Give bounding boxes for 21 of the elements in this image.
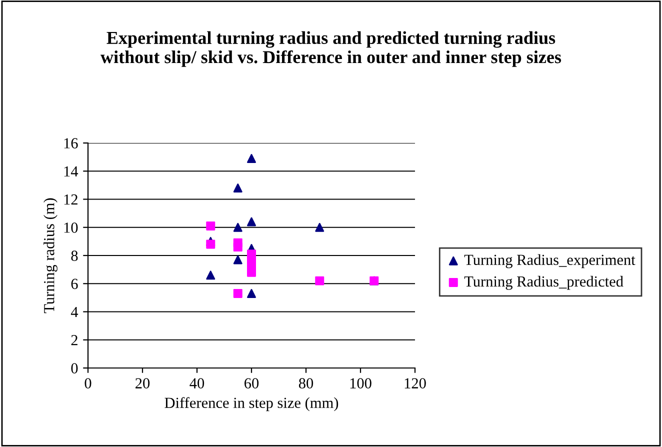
x-tick-label: 120: [404, 378, 426, 388]
legend-label: Turning Radius_predicted: [464, 276, 624, 290]
x-tick-label: 60: [244, 378, 259, 388]
y-tick-label: 6: [71, 278, 78, 290]
y-tick-label: 2: [71, 335, 78, 346]
y-tick-label: 4: [70, 306, 78, 318]
y-tick-label: 14: [64, 166, 78, 176]
x-tick-label: 20: [136, 378, 150, 388]
x-tick-label: 0: [84, 378, 92, 388]
x-tick-label: 40: [190, 378, 204, 388]
y-axis-title: Turning radius (m): [44, 198, 58, 314]
x-tick-label: 100: [350, 378, 372, 388]
y-tick-label: 8: [71, 250, 78, 261]
x-axis-title: Difference in step size (mm): [164, 397, 338, 412]
chart-title: Experimental turning radius and predicted turning radius without slip/ skid vs. Difference in outer and inner step sizes: [100, 31, 562, 67]
y-tick-label: 10: [64, 222, 78, 233]
y-tick-label: 16: [64, 138, 78, 148]
y-tick-label: 0: [71, 363, 78, 374]
y-tick-label: 12: [64, 194, 78, 205]
legend-label: Turning Radius_experiment: [464, 254, 636, 268]
x-tick-label: 80: [298, 378, 314, 388]
